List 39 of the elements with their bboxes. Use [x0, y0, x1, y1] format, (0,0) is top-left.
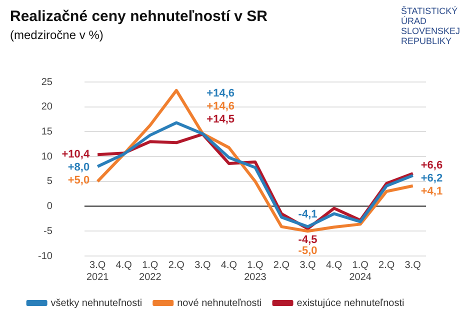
data-label: +8,0	[68, 162, 90, 174]
data-label: +5,0	[68, 174, 90, 187]
y-tick-label: -5	[44, 226, 53, 237]
x-tick-label: 1.Q 2024	[349, 260, 372, 283]
chart-subtitle: (medziročne v %)	[10, 28, 104, 42]
x-tick-label: 3.Q 2021	[86, 260, 110, 283]
legend-label: existujúce nehnuteľnosti	[296, 298, 404, 309]
data-label: +10,4	[62, 148, 90, 161]
data-label: +6,6	[420, 159, 443, 172]
data-label: -4,1	[298, 208, 318, 221]
x-tick-label: 2.Q	[378, 260, 395, 271]
data-label: +14,5	[206, 114, 235, 126]
data-label: -4,5	[298, 234, 318, 246]
legend-label: nové nehnuteľnosti	[177, 298, 262, 309]
y-tick-label: 15	[41, 126, 53, 138]
legend-label: všetky nehnuteľnosti	[50, 298, 142, 309]
data-label: +14,6	[206, 88, 235, 100]
y-tick-label: 10	[41, 151, 53, 162]
y-tick-label: 5	[46, 176, 53, 188]
chart-title: Realizačné ceny nehnuteľností v SR	[10, 8, 268, 25]
y-tick-label: 25	[41, 76, 53, 88]
data-label: +6,2	[420, 172, 443, 184]
x-tick-label: 3.Q	[300, 260, 316, 271]
x-tick-label: 3.Q	[404, 260, 422, 271]
x-tick-label: 3.Q	[194, 260, 211, 271]
data-label: -5,0	[298, 245, 318, 258]
x-tick-label: 4.Q	[220, 260, 238, 271]
x-tick-label: 4.Q	[326, 260, 342, 271]
x-tick-label: 1.Q 2023	[244, 260, 267, 283]
data-label: +14,6	[206, 100, 235, 113]
x-tick-label: 4.Q	[116, 260, 132, 271]
x-tick-label: 2.Q	[168, 260, 185, 271]
y-tick-label: -10	[38, 250, 53, 262]
data-label: +4,1	[420, 185, 443, 198]
y-tick-label: 20	[41, 102, 53, 113]
x-tick-label: 1.Q 2022	[139, 260, 162, 283]
text: ŠTATISTICKÝ ÚRAD SLOVENSKEJ REPUBLIKY	[400, 6, 460, 46]
y-tick-label: 0	[46, 201, 53, 212]
x-tick-label: 2.Q	[273, 260, 290, 271]
